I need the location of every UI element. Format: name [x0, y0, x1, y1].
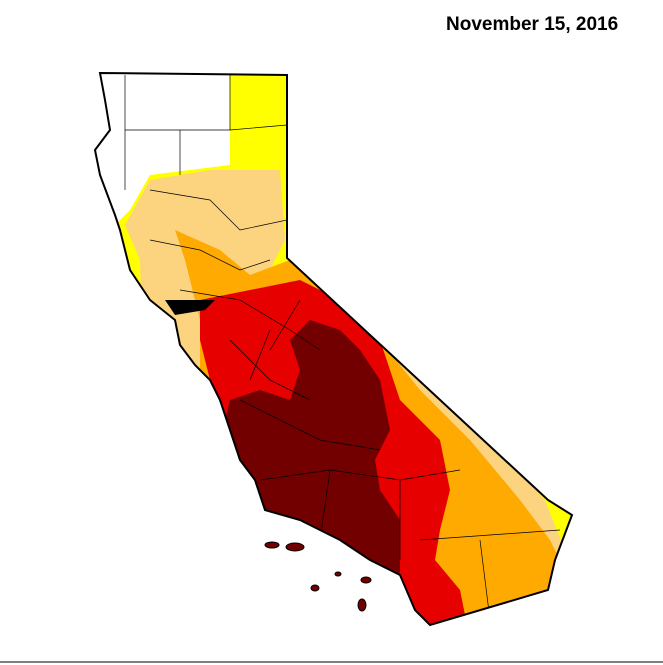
- islands: [264, 541, 372, 612]
- drought-zones: [95, 73, 572, 625]
- map-date: November 15, 2016: [446, 14, 619, 35]
- state-outline: [93, 71, 574, 627]
- bay: [165, 300, 215, 315]
- county-lines: [124, 75, 561, 621]
- no-drought: [95, 73, 230, 225]
